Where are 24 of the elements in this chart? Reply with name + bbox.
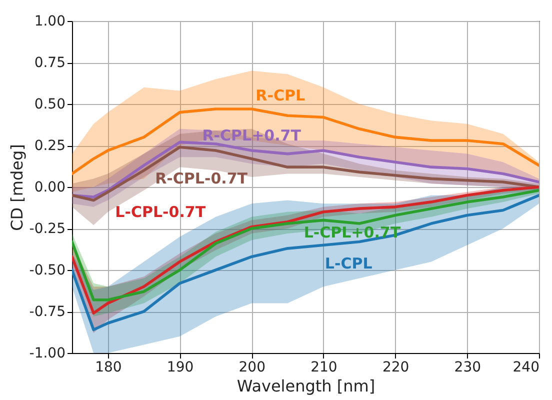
y-tick-label: -0.50 [29, 262, 66, 278]
series-label: L-CPL+0.7T [304, 224, 402, 242]
series-label: R-CPL [256, 86, 306, 105]
x-tick-label: 230 [454, 360, 482, 376]
y-tick-label: 0.00 [34, 180, 66, 196]
y-tick-label: 0.50 [34, 96, 66, 112]
y-tick-label: -1.00 [29, 346, 66, 362]
series-label: R-CPL+0.7T [202, 126, 302, 145]
y-tick-label: -0.75 [29, 304, 66, 320]
x-tick-label: 200 [238, 360, 266, 376]
x-tick-label: 190 [166, 360, 194, 376]
series-label: L-CPL [324, 254, 373, 272]
y-tick-label: 0.25 [34, 138, 66, 154]
y-tick-label: 0.75 [34, 55, 66, 71]
x-tick-label: 180 [95, 360, 122, 376]
series-label: L-CPL-0.7T [115, 202, 206, 221]
x-axis-title: Wavelength [nm] [236, 376, 376, 396]
x-tick-label: 240 [512, 360, 540, 376]
y-tick-label: 1.00 [34, 14, 66, 30]
x-tick-label: 220 [382, 360, 410, 376]
x-tick-label: 210 [310, 360, 338, 376]
y-tick-label: -0.25 [29, 221, 66, 237]
series-label: R-CPL-0.7T [155, 170, 248, 188]
y-axis-title: CD [mdeg] [7, 144, 26, 231]
